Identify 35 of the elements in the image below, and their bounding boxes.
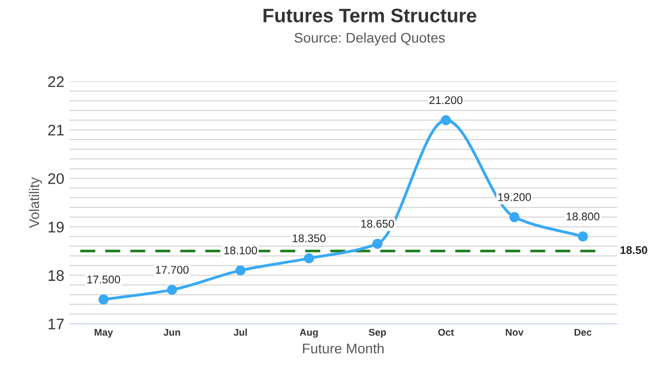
chart-subtitle: Source: Delayed Quotes xyxy=(294,32,445,46)
y-tick-label: 20 xyxy=(48,173,64,184)
text: 18.100 xyxy=(224,246,258,254)
point xyxy=(166,284,178,295)
x-tick-label: Jun xyxy=(164,328,180,336)
point xyxy=(578,231,588,242)
y-tick-label: 19 xyxy=(48,222,64,232)
text: 18.650 xyxy=(361,220,394,228)
point xyxy=(98,294,109,305)
chart-title: Futures Term Structure xyxy=(264,8,476,22)
x-tick-label: Sep xyxy=(368,328,386,338)
x-tick-label: Jul xyxy=(234,328,247,336)
y-tick-label: 22 xyxy=(48,76,64,87)
text: 18.350 xyxy=(292,234,326,242)
text: 21.200 xyxy=(429,96,462,104)
text: 17.500 xyxy=(87,276,120,284)
point xyxy=(509,212,520,222)
x-tick-label: Dec xyxy=(574,328,592,336)
y-tick-label: 17 xyxy=(48,318,64,330)
y-tick-label: 18 xyxy=(48,270,64,281)
y-axis-title: Volatility xyxy=(28,177,42,228)
ref-line-label: 18.50 xyxy=(620,246,648,254)
x-tick-label: Aug xyxy=(300,328,318,338)
point xyxy=(440,115,451,126)
point xyxy=(372,238,383,249)
text: 18.800 xyxy=(566,212,600,220)
point xyxy=(304,253,314,264)
x-tick-label: May xyxy=(94,328,113,338)
text: 19.200 xyxy=(498,193,531,202)
x-tick-label: Nov xyxy=(506,328,524,336)
x-tick-label: Oct xyxy=(438,328,454,336)
point xyxy=(235,265,246,276)
text: 17.700 xyxy=(156,266,189,274)
y-tick-label: 21 xyxy=(48,124,64,136)
x-axis-title: Future Month xyxy=(303,343,384,354)
